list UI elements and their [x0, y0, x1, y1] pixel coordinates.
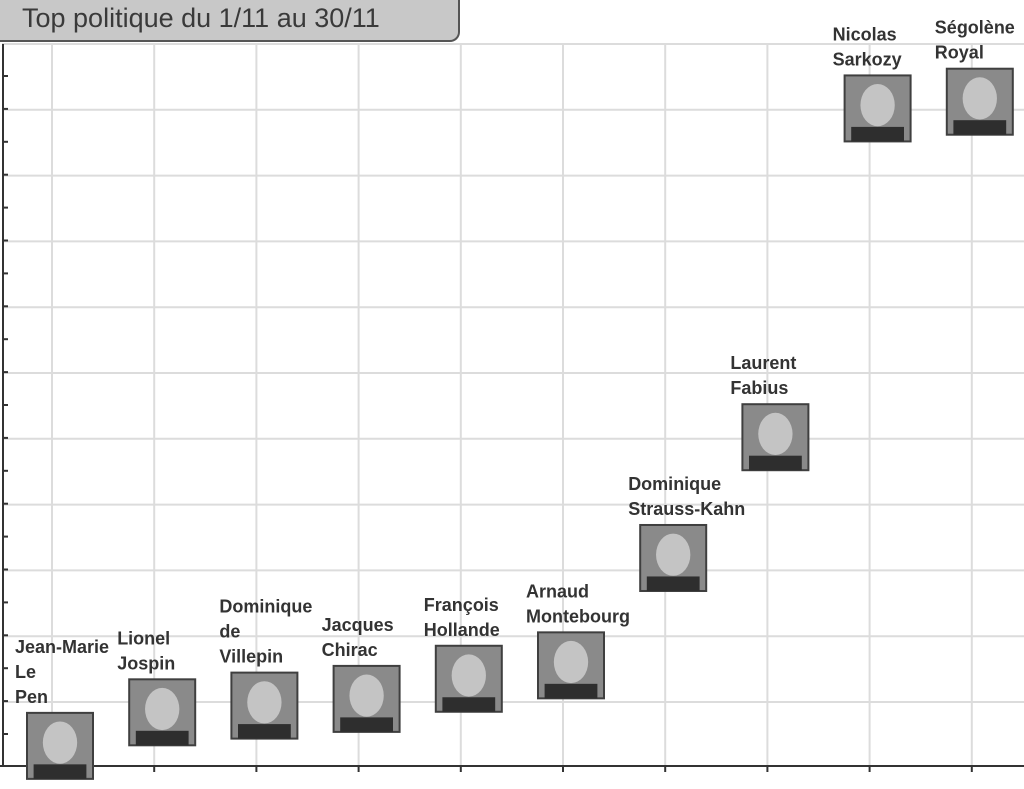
face-shape [553, 640, 589, 684]
shoulders-shape [646, 576, 700, 591]
data-point-5: Arnaud Montebourg [526, 581, 630, 700]
point-label-line: Jospin [117, 653, 175, 673]
chart-title: Top politique du 1/11 au 30/11 [22, 3, 380, 33]
point-label-line: Chirac [322, 640, 378, 660]
face-shape [962, 77, 997, 120]
point-label-line: Pen [15, 687, 48, 707]
point-label: Arnaud Montebourg [526, 581, 630, 626]
face-shape [145, 687, 180, 731]
point-label-line: Villepin [219, 647, 283, 667]
shoulders-shape [544, 683, 598, 699]
data-point-6: Dominique Strauss-Kahn [628, 474, 745, 592]
shoulders-shape [953, 120, 1007, 135]
data-points: Jean-Marie Le Pen Lionel Jospin Dominique de Vi… [15, 18, 1015, 780]
point-label-line: Nicolas [833, 24, 897, 44]
point-label-line: Hollande [424, 620, 500, 640]
point-label-line: Jacques [322, 615, 394, 635]
shoulders-shape [340, 717, 393, 732]
point-label: Dominique Strauss-Kahn [628, 474, 745, 519]
point-label: Laurent Fabius [730, 353, 796, 398]
point-label: Jean-Marie Le Pen [15, 637, 109, 707]
point-label: Nicolas Sarkozy [833, 24, 902, 69]
shoulders-shape [749, 455, 802, 471]
face-shape [758, 412, 793, 456]
point-label-line: Dominique [628, 474, 721, 494]
data-point-7: Laurent Fabius [730, 353, 810, 472]
grid-lines [2, 43, 1024, 766]
point-label-line: Strauss-Kahn [628, 499, 745, 519]
shoulders-shape [135, 730, 189, 746]
face-shape [42, 721, 78, 764]
data-point-1: Lionel Jospin [117, 628, 197, 747]
point-label-line: Fabius [730, 378, 788, 398]
data-point-3: Jacques Chirac [322, 615, 401, 733]
point-label-line: Arnaud [526, 581, 589, 601]
point-label: Lionel Jospin [117, 628, 175, 673]
point-label-line: Le [15, 662, 36, 682]
data-point-2: Dominique de Villepin [219, 597, 312, 740]
point-label: François Hollande [424, 595, 500, 640]
point-label-line: Royal [935, 43, 984, 63]
point-label-line: Montebourg [526, 606, 630, 626]
point-label: Ségolène Royal [935, 18, 1015, 63]
point-label-line: Jean-Marie [15, 637, 109, 657]
data-point-4: François Hollande [424, 595, 503, 713]
axes [0, 44, 1024, 772]
point-label-line: Laurent [730, 353, 796, 373]
shoulders-shape [33, 764, 87, 779]
face-shape [349, 674, 384, 717]
point-label-line: Lionel [117, 628, 170, 648]
point-label: Dominique de Villepin [219, 597, 312, 667]
data-point-8: Nicolas Sarkozy [833, 24, 912, 143]
point-label-line: Sarkozy [833, 49, 902, 69]
face-shape [451, 654, 486, 697]
shoulders-shape [851, 126, 904, 142]
title-tab: Top politique du 1/11 au 30/11 [0, 0, 460, 42]
face-shape [247, 681, 282, 724]
point-label-line: François [424, 595, 499, 615]
point-label-line: de [219, 622, 240, 642]
data-point-9: Ségolène Royal [935, 18, 1015, 136]
shoulders-shape [442, 697, 496, 712]
face-shape [656, 533, 691, 576]
face-shape [860, 84, 895, 127]
data-point-0: Jean-Marie Le Pen [15, 637, 109, 780]
shoulders-shape [238, 724, 291, 739]
point-label-line: Dominique [219, 597, 312, 617]
point-label-line: Ségolène [935, 18, 1015, 38]
point-label: Jacques Chirac [322, 615, 394, 660]
